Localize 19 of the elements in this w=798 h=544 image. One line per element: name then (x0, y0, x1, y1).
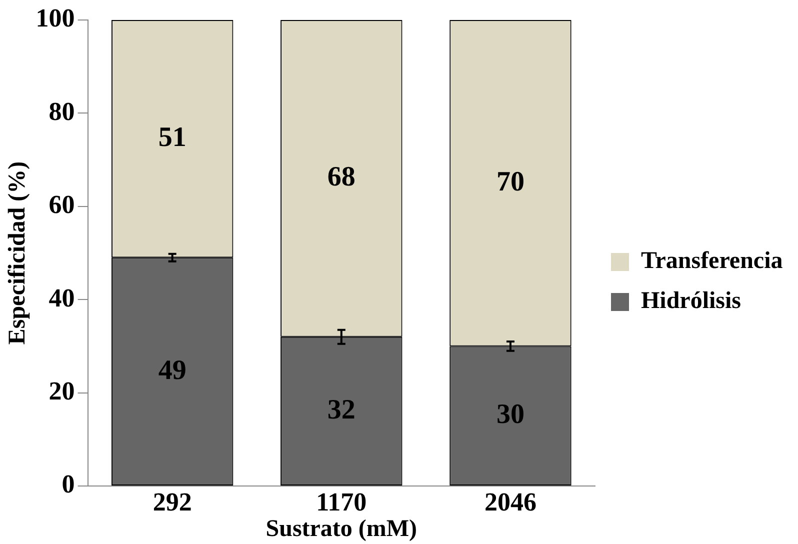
data-label: 51 (158, 122, 186, 154)
data-label: 68 (327, 162, 356, 193)
data-label: 30 (496, 399, 524, 430)
y-tick-label: 80 (48, 96, 75, 126)
x-tick-label: 292 (152, 487, 192, 516)
legend-label: Transferencia (641, 248, 783, 274)
y-tick-label: 100 (36, 4, 75, 33)
x-axis-title: Sustrato (mM) (266, 516, 418, 542)
y-tick-label: 20 (48, 376, 75, 406)
legend-label: Hidrólisis (641, 288, 742, 314)
data-label: 32 (327, 394, 356, 426)
y-tick-label: 40 (48, 283, 75, 312)
y-tick-label: 0 (62, 470, 75, 499)
data-label: 49 (158, 354, 186, 386)
x-tick-label: 2046 (484, 487, 536, 516)
data-label: 70 (496, 166, 524, 198)
y-tick-label: 60 (48, 190, 75, 220)
x-tick-label: 1170 (316, 487, 367, 516)
y-axis-title: Especificidad (%) (4, 161, 31, 345)
